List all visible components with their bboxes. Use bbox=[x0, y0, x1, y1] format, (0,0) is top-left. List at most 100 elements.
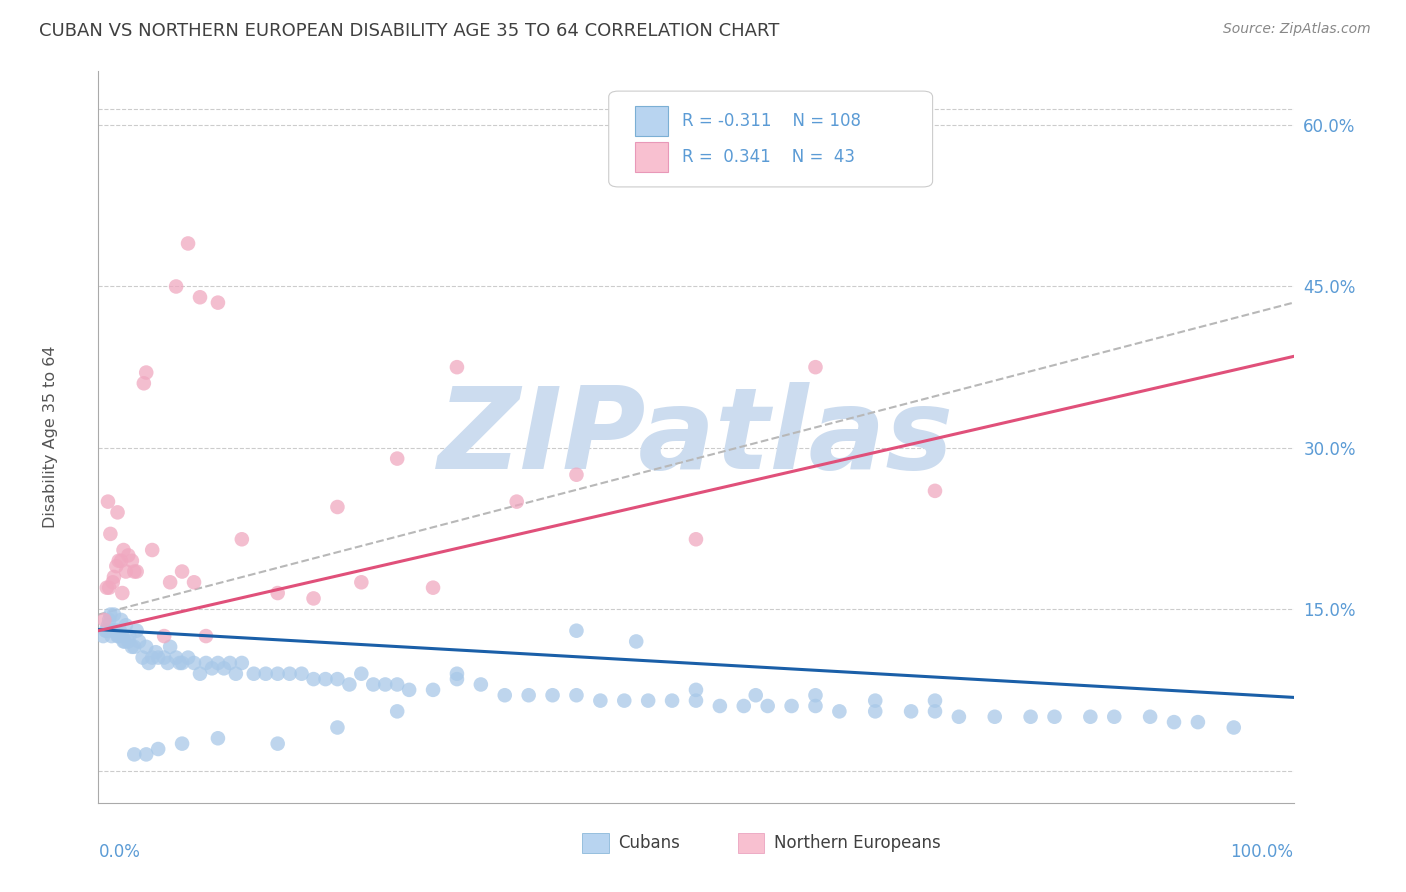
Point bbox=[291, 666, 314, 681]
Text: Source: ZipAtlas.com: Source: ZipAtlas.com bbox=[1223, 22, 1371, 37]
Point bbox=[169, 656, 191, 670]
FancyBboxPatch shape bbox=[636, 106, 668, 136]
Point bbox=[141, 650, 163, 665]
Point bbox=[207, 731, 229, 746]
Point bbox=[589, 693, 612, 707]
Point bbox=[374, 677, 396, 691]
Point bbox=[254, 666, 277, 681]
Point bbox=[124, 565, 146, 579]
FancyBboxPatch shape bbox=[609, 91, 932, 187]
Point bbox=[804, 698, 827, 713]
Point bbox=[385, 705, 409, 719]
Point bbox=[385, 677, 409, 691]
Point bbox=[637, 693, 659, 707]
Point bbox=[91, 629, 114, 643]
Point bbox=[148, 650, 170, 665]
Point bbox=[107, 505, 129, 519]
Point bbox=[267, 666, 290, 681]
Point bbox=[188, 290, 211, 304]
Point bbox=[745, 688, 768, 702]
Point bbox=[422, 581, 444, 595]
Point bbox=[98, 527, 122, 541]
Point bbox=[1187, 715, 1209, 730]
Point bbox=[153, 650, 176, 665]
Point bbox=[302, 591, 325, 606]
Point bbox=[900, 705, 922, 719]
Point bbox=[685, 682, 707, 697]
Point bbox=[97, 494, 120, 508]
Point bbox=[101, 624, 124, 638]
Point bbox=[780, 698, 803, 713]
Point bbox=[339, 677, 361, 691]
FancyBboxPatch shape bbox=[582, 833, 609, 854]
Point bbox=[125, 624, 148, 638]
Point bbox=[98, 607, 122, 622]
Point bbox=[446, 360, 468, 375]
Text: 100.0%: 100.0% bbox=[1230, 843, 1294, 861]
Point bbox=[565, 624, 588, 638]
Point bbox=[183, 656, 205, 670]
Point bbox=[626, 634, 648, 648]
Point bbox=[112, 543, 135, 558]
Point bbox=[1043, 710, 1066, 724]
Point bbox=[117, 634, 139, 648]
Point bbox=[924, 693, 946, 707]
Point bbox=[112, 634, 135, 648]
Text: 0.0%: 0.0% bbox=[98, 843, 141, 861]
Point bbox=[517, 688, 540, 702]
Point bbox=[278, 666, 301, 681]
Point bbox=[118, 629, 141, 643]
Point bbox=[1104, 710, 1126, 724]
Point bbox=[111, 629, 134, 643]
Point bbox=[326, 672, 349, 686]
Point bbox=[1163, 715, 1185, 730]
Point bbox=[984, 710, 1007, 724]
Point bbox=[685, 533, 707, 547]
Point bbox=[93, 613, 115, 627]
Point bbox=[865, 693, 887, 707]
Point bbox=[207, 656, 229, 670]
Point bbox=[828, 705, 851, 719]
Point bbox=[422, 682, 444, 697]
Text: ZIPatlas: ZIPatlas bbox=[437, 382, 955, 492]
Point bbox=[685, 693, 707, 707]
Point bbox=[156, 656, 179, 670]
Point bbox=[326, 721, 349, 735]
Point bbox=[267, 737, 290, 751]
Point bbox=[135, 747, 157, 762]
Point bbox=[195, 629, 218, 643]
Point bbox=[201, 661, 224, 675]
Point bbox=[97, 618, 120, 632]
Point bbox=[114, 634, 136, 648]
Point bbox=[661, 693, 683, 707]
Text: Disability Age 35 to 64: Disability Age 35 to 64 bbox=[44, 346, 58, 528]
Point bbox=[128, 634, 150, 648]
Point bbox=[207, 295, 229, 310]
Text: Northern Europeans: Northern Europeans bbox=[773, 834, 941, 852]
Point bbox=[1223, 721, 1246, 735]
Point bbox=[115, 565, 138, 579]
Text: R = -0.311    N = 108: R = -0.311 N = 108 bbox=[682, 112, 860, 130]
Point bbox=[96, 581, 118, 595]
Point bbox=[804, 360, 827, 375]
Point bbox=[446, 672, 468, 686]
Point bbox=[267, 586, 290, 600]
Point bbox=[105, 559, 128, 574]
Text: R =  0.341    N =  43: R = 0.341 N = 43 bbox=[682, 148, 855, 166]
Point bbox=[124, 747, 146, 762]
Point bbox=[110, 554, 132, 568]
Point bbox=[103, 570, 125, 584]
Point bbox=[159, 640, 181, 654]
Point bbox=[385, 451, 409, 466]
Point bbox=[172, 656, 194, 670]
Point bbox=[709, 698, 731, 713]
Point bbox=[243, 666, 266, 681]
Point bbox=[177, 236, 200, 251]
FancyBboxPatch shape bbox=[738, 833, 763, 854]
Point bbox=[172, 737, 194, 751]
Text: CUBAN VS NORTHERN EUROPEAN DISABILITY AGE 35 TO 64 CORRELATION CHART: CUBAN VS NORTHERN EUROPEAN DISABILITY AG… bbox=[39, 22, 780, 40]
Point bbox=[100, 629, 122, 643]
Point bbox=[494, 688, 516, 702]
Point bbox=[121, 640, 143, 654]
Point bbox=[172, 565, 194, 579]
